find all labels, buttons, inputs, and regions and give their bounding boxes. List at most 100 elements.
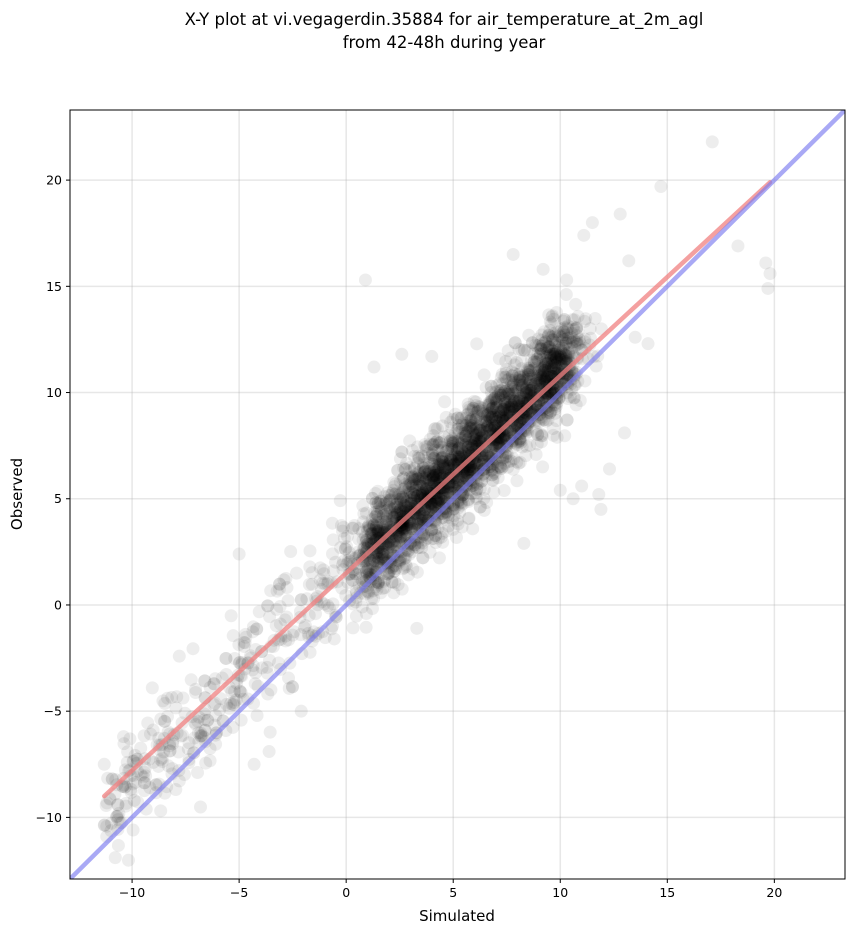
scatter-point bbox=[250, 622, 264, 636]
scatter-point bbox=[532, 376, 546, 390]
scatter-point bbox=[97, 757, 111, 771]
scatter-point bbox=[387, 510, 401, 524]
scatter-point bbox=[543, 347, 557, 361]
scatter-point bbox=[519, 386, 533, 400]
scatter-point bbox=[424, 477, 438, 491]
scatter-point bbox=[541, 356, 555, 370]
scatter-point bbox=[504, 351, 518, 365]
scatter-point bbox=[470, 482, 484, 496]
scatter-point bbox=[365, 491, 379, 505]
scatter-point bbox=[442, 519, 456, 533]
scatter-point bbox=[498, 384, 512, 398]
scatter-point bbox=[510, 383, 524, 397]
scatter-point bbox=[559, 352, 573, 366]
scatter-point bbox=[194, 800, 208, 814]
scatter-point bbox=[367, 518, 381, 532]
scatter-point bbox=[368, 554, 382, 568]
scatter-point bbox=[452, 473, 466, 487]
scatter-point bbox=[613, 207, 627, 221]
scatter-point bbox=[483, 410, 497, 424]
scatter-point bbox=[494, 405, 508, 419]
scatter-point bbox=[338, 542, 352, 556]
scatter-point bbox=[498, 370, 512, 384]
scatter-point bbox=[448, 447, 462, 461]
scatter-point bbox=[423, 437, 437, 451]
scatter-point bbox=[524, 384, 538, 398]
scatter-point bbox=[438, 461, 452, 475]
scatter-point bbox=[261, 599, 275, 613]
scatter-point bbox=[124, 782, 138, 796]
scatter-point bbox=[495, 412, 509, 426]
scatter-point bbox=[186, 642, 200, 656]
scatter-point bbox=[280, 581, 294, 595]
scatter-point bbox=[105, 772, 119, 786]
scatter-point bbox=[374, 502, 388, 516]
scatter-point bbox=[527, 377, 541, 391]
scatter-point bbox=[484, 405, 498, 419]
scatter-point bbox=[367, 518, 381, 532]
scatter-point bbox=[429, 535, 443, 549]
scatter-point bbox=[641, 337, 655, 351]
scatter-point bbox=[397, 523, 411, 537]
scatter-point bbox=[489, 401, 503, 415]
scatter-point bbox=[383, 493, 397, 507]
scatter-point bbox=[388, 505, 402, 519]
scatter-point bbox=[531, 377, 545, 391]
scatter-point bbox=[393, 475, 407, 489]
scatter-point bbox=[99, 798, 113, 812]
scatter-point bbox=[465, 487, 479, 501]
scatter-point bbox=[531, 332, 545, 346]
scatter-point bbox=[158, 696, 172, 710]
scatter-point bbox=[521, 363, 535, 377]
scatter-point bbox=[457, 496, 471, 510]
scatter-point bbox=[479, 469, 493, 483]
scatter-point bbox=[522, 372, 536, 386]
scatter-point bbox=[463, 420, 477, 434]
scatter-point bbox=[360, 564, 374, 578]
scatter-point bbox=[465, 438, 479, 452]
scatter-point bbox=[435, 443, 449, 457]
scatter-point bbox=[393, 452, 407, 466]
scatter-point bbox=[470, 482, 484, 496]
scatter-point bbox=[617, 426, 631, 440]
scatter-point bbox=[508, 336, 522, 350]
scatter-point bbox=[534, 341, 548, 355]
scatter-point bbox=[567, 313, 581, 327]
scatter-point bbox=[322, 601, 336, 615]
scatter-point bbox=[453, 451, 467, 465]
scatter-point bbox=[448, 427, 462, 441]
scatter-point bbox=[220, 697, 234, 711]
scatter-point bbox=[527, 380, 541, 394]
scatter-point bbox=[419, 481, 433, 495]
scatter-point bbox=[380, 507, 394, 521]
scatter-point bbox=[365, 592, 379, 606]
scatter-point bbox=[260, 666, 274, 680]
scatter-point bbox=[498, 396, 512, 410]
scatter-point bbox=[603, 462, 617, 476]
scatter-point bbox=[471, 404, 485, 418]
scatter-point bbox=[499, 370, 513, 384]
scatter-point bbox=[413, 474, 427, 488]
scatter-point bbox=[439, 502, 453, 516]
scatter-point bbox=[542, 357, 556, 371]
scatter-point bbox=[444, 452, 458, 466]
scatter-point bbox=[387, 475, 401, 489]
scatter-point bbox=[423, 476, 437, 490]
scatter-point bbox=[509, 384, 523, 398]
scatter-point bbox=[433, 436, 447, 450]
scatter-point bbox=[548, 336, 562, 350]
scatter-point bbox=[485, 421, 499, 435]
scatter-point bbox=[451, 452, 465, 466]
scatter-point bbox=[534, 342, 548, 356]
scatter-point bbox=[521, 370, 535, 384]
scatter-point bbox=[523, 438, 537, 452]
scatter-point bbox=[108, 851, 122, 865]
scatter-point bbox=[524, 375, 538, 389]
scatter-point bbox=[518, 373, 532, 387]
y-tick-label: 0 bbox=[54, 597, 62, 612]
scatter-point bbox=[137, 776, 151, 790]
scatter-point bbox=[545, 330, 559, 344]
scatter-point bbox=[435, 435, 449, 449]
scatter-point bbox=[443, 480, 457, 494]
scatter-point bbox=[489, 395, 503, 409]
